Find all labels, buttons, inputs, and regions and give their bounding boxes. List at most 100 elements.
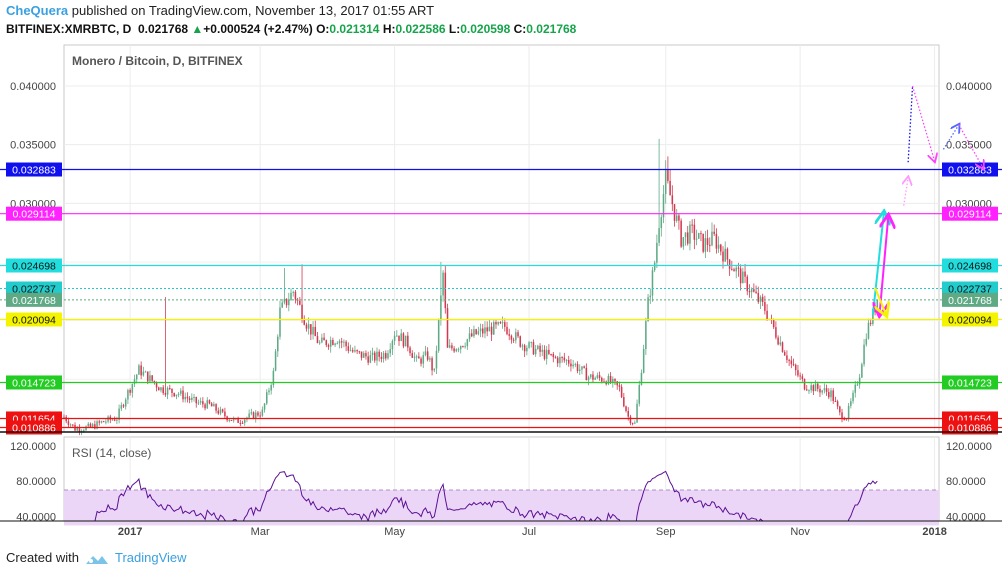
y-tick-label-right: 0.035000 xyxy=(946,140,992,152)
candle-body xyxy=(180,390,182,394)
candle-body xyxy=(274,351,277,371)
candle-body xyxy=(616,381,618,386)
candle-body xyxy=(120,405,123,409)
candle-body xyxy=(671,195,674,205)
tradingview-brand-link[interactable]: TradingView xyxy=(114,550,187,565)
candle-body xyxy=(653,262,656,271)
candle-body xyxy=(808,390,810,392)
candle-body xyxy=(565,359,568,361)
candle-body xyxy=(186,396,189,399)
candle-body xyxy=(869,322,872,324)
candle-body xyxy=(177,393,180,395)
candle-body xyxy=(307,324,310,329)
candle-body xyxy=(376,351,378,361)
projection-arrow xyxy=(874,287,886,315)
candle-body xyxy=(552,354,555,358)
candle-body xyxy=(221,409,224,412)
candle-body xyxy=(861,364,863,378)
x-tick-label: Nov xyxy=(790,526,810,538)
level-price-tag xyxy=(6,281,62,296)
candle-body xyxy=(543,349,546,359)
candle-body xyxy=(252,412,255,419)
candle-body xyxy=(713,231,715,234)
candle-body xyxy=(697,233,700,239)
candle-body xyxy=(277,336,279,352)
candle-body xyxy=(755,291,757,293)
candle-body xyxy=(526,347,528,352)
candle-body xyxy=(160,387,162,391)
candle-body xyxy=(814,383,817,392)
candle-body xyxy=(365,353,367,357)
candle-body xyxy=(336,343,339,345)
level-price-tag-right xyxy=(942,375,998,390)
candle-body xyxy=(825,388,828,392)
candle-body xyxy=(556,357,559,364)
candle-body xyxy=(484,327,486,334)
candle-body xyxy=(96,421,98,429)
price-panel[interactable] xyxy=(63,44,940,433)
candle-body xyxy=(310,324,312,335)
candle-body xyxy=(510,335,513,340)
level-price-label: 0.021768 xyxy=(12,295,56,307)
candle-body xyxy=(166,388,169,395)
candle-body xyxy=(495,322,497,325)
level-price-label: 0.024698 xyxy=(12,260,56,272)
candle-body xyxy=(836,401,839,407)
candle-body xyxy=(118,408,120,420)
candle-body xyxy=(455,349,458,352)
candle-body xyxy=(689,224,691,244)
candle-body xyxy=(799,375,801,377)
level-price-label-right: 0.029114 xyxy=(948,209,991,221)
candle-body xyxy=(532,342,535,355)
rsi-tick-label: 40.0000 xyxy=(16,512,56,524)
candle-body xyxy=(250,412,253,414)
candle-body xyxy=(592,374,594,380)
candle-body xyxy=(497,322,499,325)
candle-body xyxy=(757,292,760,302)
level-price-label-right: 0.021768 xyxy=(948,295,992,307)
candle-body xyxy=(486,327,488,332)
candle-body xyxy=(470,333,473,337)
candle-body xyxy=(554,357,557,359)
candle-body xyxy=(839,406,841,413)
candle-body xyxy=(572,364,574,367)
high-label: H: xyxy=(382,22,396,36)
candle-body xyxy=(369,355,372,363)
candle-body xyxy=(812,385,815,392)
candle-body xyxy=(856,384,859,386)
candle-body xyxy=(78,427,81,432)
candle-body xyxy=(645,321,647,350)
candle-body xyxy=(656,242,658,263)
candle-body xyxy=(481,328,484,334)
candle-body xyxy=(686,232,689,244)
candle-body xyxy=(748,291,751,293)
candle-body xyxy=(867,322,870,339)
candle-body xyxy=(651,270,654,296)
candle-body xyxy=(706,238,709,245)
y-tick-label: 0.035000 xyxy=(10,140,56,152)
candle-body xyxy=(625,406,627,412)
candle-body xyxy=(155,382,158,388)
candle-body xyxy=(404,335,407,347)
candle-body xyxy=(539,345,541,352)
projection-arrow xyxy=(942,125,958,150)
candle-body xyxy=(803,379,806,390)
candle-body xyxy=(285,298,288,306)
candle-body xyxy=(349,350,352,352)
candle-body xyxy=(477,331,480,335)
candle-body xyxy=(761,296,764,302)
candle-body xyxy=(596,375,599,378)
candle-body xyxy=(208,400,211,404)
candle-body xyxy=(72,424,74,426)
author-name[interactable]: CheQuera xyxy=(6,3,69,18)
candle-body xyxy=(400,333,402,342)
candle-body xyxy=(288,300,290,306)
candle-body xyxy=(420,358,422,364)
candle-body xyxy=(391,340,394,350)
candle-body xyxy=(499,322,502,324)
level-price-tag xyxy=(6,375,62,390)
candle-body xyxy=(332,339,334,345)
candle-body xyxy=(411,353,414,358)
candle-body xyxy=(612,378,614,383)
